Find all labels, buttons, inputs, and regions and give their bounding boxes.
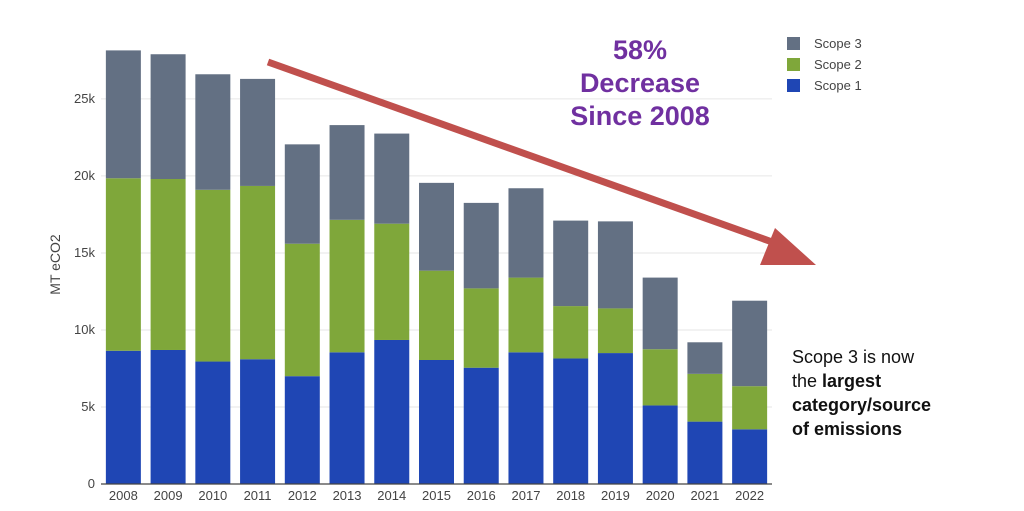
note-line-2: the largest <box>792 369 1012 393</box>
y-tick-label: 15k <box>74 245 95 260</box>
bar-scope-1-2018 <box>553 358 589 484</box>
bar-scope-3-2016 <box>463 202 499 289</box>
bar-scope-3-2008 <box>105 50 141 179</box>
legend-swatch-scope-1 <box>787 79 800 92</box>
bar-scope-3-2009 <box>150 54 186 180</box>
bar-scope-1-2016 <box>463 367 499 484</box>
note-line-3-bold: category/source <box>792 395 932 415</box>
bar-scope-2-2009 <box>150 179 186 350</box>
x-tick-label: 2018 <box>556 488 585 503</box>
bar-scope-2-2022 <box>732 386 768 430</box>
x-tick-label: 2008 <box>109 488 138 503</box>
legend-swatch-scope-3 <box>787 37 800 50</box>
bar-scope-1-2013 <box>329 352 365 484</box>
x-tick-label: 2011 <box>244 488 272 503</box>
bar-scope-2-2011 <box>240 185 276 360</box>
x-tick-label: 2012 <box>288 488 317 503</box>
legend-label-scope-3: Scope 3 <box>814 36 862 51</box>
note-line-2-bold: largest <box>822 371 882 391</box>
bar-scope-3-2019 <box>597 221 633 309</box>
x-tick-label: 2020 <box>646 488 675 503</box>
bar-scope-3-2012 <box>284 144 320 244</box>
bar-scope-3-2017 <box>508 188 544 278</box>
bar-scope-3-2013 <box>329 125 365 220</box>
bar-scope-1-2009 <box>150 349 186 484</box>
headline-line-3: Since 2008 <box>570 101 710 131</box>
bar-scope-2-2012 <box>284 243 320 377</box>
x-tick-label: 2014 <box>377 488 406 503</box>
bar-scope-2-2018 <box>553 306 589 359</box>
bar-scope-2-2021 <box>687 373 723 422</box>
y-tick-label: 5k <box>81 399 95 414</box>
headline-line-1: 58% <box>612 35 668 65</box>
x-tick-label: 2016 <box>467 488 496 503</box>
y-tick-label: 0 <box>88 476 95 491</box>
trend-arrow-shaft <box>266 58 777 247</box>
bar-scope-3-2014 <box>374 133 410 224</box>
bar-scope-2-2017 <box>508 277 544 353</box>
bar-scope-2-2015 <box>419 270 454 361</box>
bar-scope-3-2010 <box>195 74 231 190</box>
legend-label-scope-1: Scope 1 <box>814 78 862 93</box>
bar-scope-3-2015 <box>419 182 454 271</box>
bar-scope-2-2014 <box>374 223 410 340</box>
x-tick-label: 2009 <box>154 488 183 503</box>
y-axis-title: MT eCO2 <box>47 234 63 295</box>
scope3-note: Scope 3 is now the largest category/sour… <box>792 345 1012 441</box>
bar-scope-2-2016 <box>463 288 499 368</box>
note-line-2-prefix: the <box>792 371 823 391</box>
x-tick-label: 2013 <box>333 488 362 503</box>
y-tick-label: 20k <box>74 168 95 183</box>
bar-scope-1-2022 <box>732 429 768 484</box>
note-line-4-bold: of emissions <box>792 419 903 439</box>
x-tick-label: 2021 <box>690 488 719 503</box>
bar-scope-1-2012 <box>284 376 320 484</box>
bar-scope-2-2013 <box>329 219 365 353</box>
bar-scope-1-2020 <box>642 405 678 484</box>
bar-scope-3-2018 <box>553 220 589 307</box>
bar-scope-1-2015 <box>419 360 454 484</box>
bar-scope-1-2017 <box>508 352 544 484</box>
bar-scope-3-2022 <box>732 300 768 387</box>
bar-scope-2-2020 <box>642 349 678 406</box>
headline-line-2: Decrease <box>579 68 701 98</box>
note-line-4: of emissions <box>792 417 1012 441</box>
x-tick-label: 2017 <box>512 488 541 503</box>
bar-scope-1-2011 <box>240 359 276 484</box>
bar-scope-1-2014 <box>374 339 410 484</box>
bar-scope-2-2010 <box>195 189 231 362</box>
bar-scope-1-2010 <box>195 361 231 484</box>
bar-scope-3-2011 <box>240 78 276 186</box>
bar-scope-1-2008 <box>105 350 141 484</box>
x-tick-label: 2010 <box>198 488 227 503</box>
bar-scope-1-2019 <box>597 353 633 484</box>
note-line-1: Scope 3 is now <box>792 347 915 367</box>
bar-scope-3-2020 <box>642 277 678 350</box>
y-tick-label: 10k <box>74 322 95 337</box>
legend-label-scope-2: Scope 2 <box>814 57 862 72</box>
trend-arrow-head <box>760 228 816 265</box>
bar-scope-2-2019 <box>597 308 633 354</box>
x-tick-label: 2019 <box>601 488 630 503</box>
bar-scope-1-2021 <box>687 421 723 484</box>
x-tick-label: 2015 <box>422 488 451 503</box>
headline-annotation: 58% Decrease Since 2008 <box>540 34 740 133</box>
bar-scope-2-2008 <box>105 178 141 351</box>
legend-swatch-scope-2 <box>787 58 800 71</box>
note-line-3: category/source <box>792 393 1012 417</box>
bar-scope-3-2021 <box>687 342 723 374</box>
x-tick-label: 2022 <box>735 488 764 503</box>
y-tick-label: 25k <box>74 91 95 106</box>
